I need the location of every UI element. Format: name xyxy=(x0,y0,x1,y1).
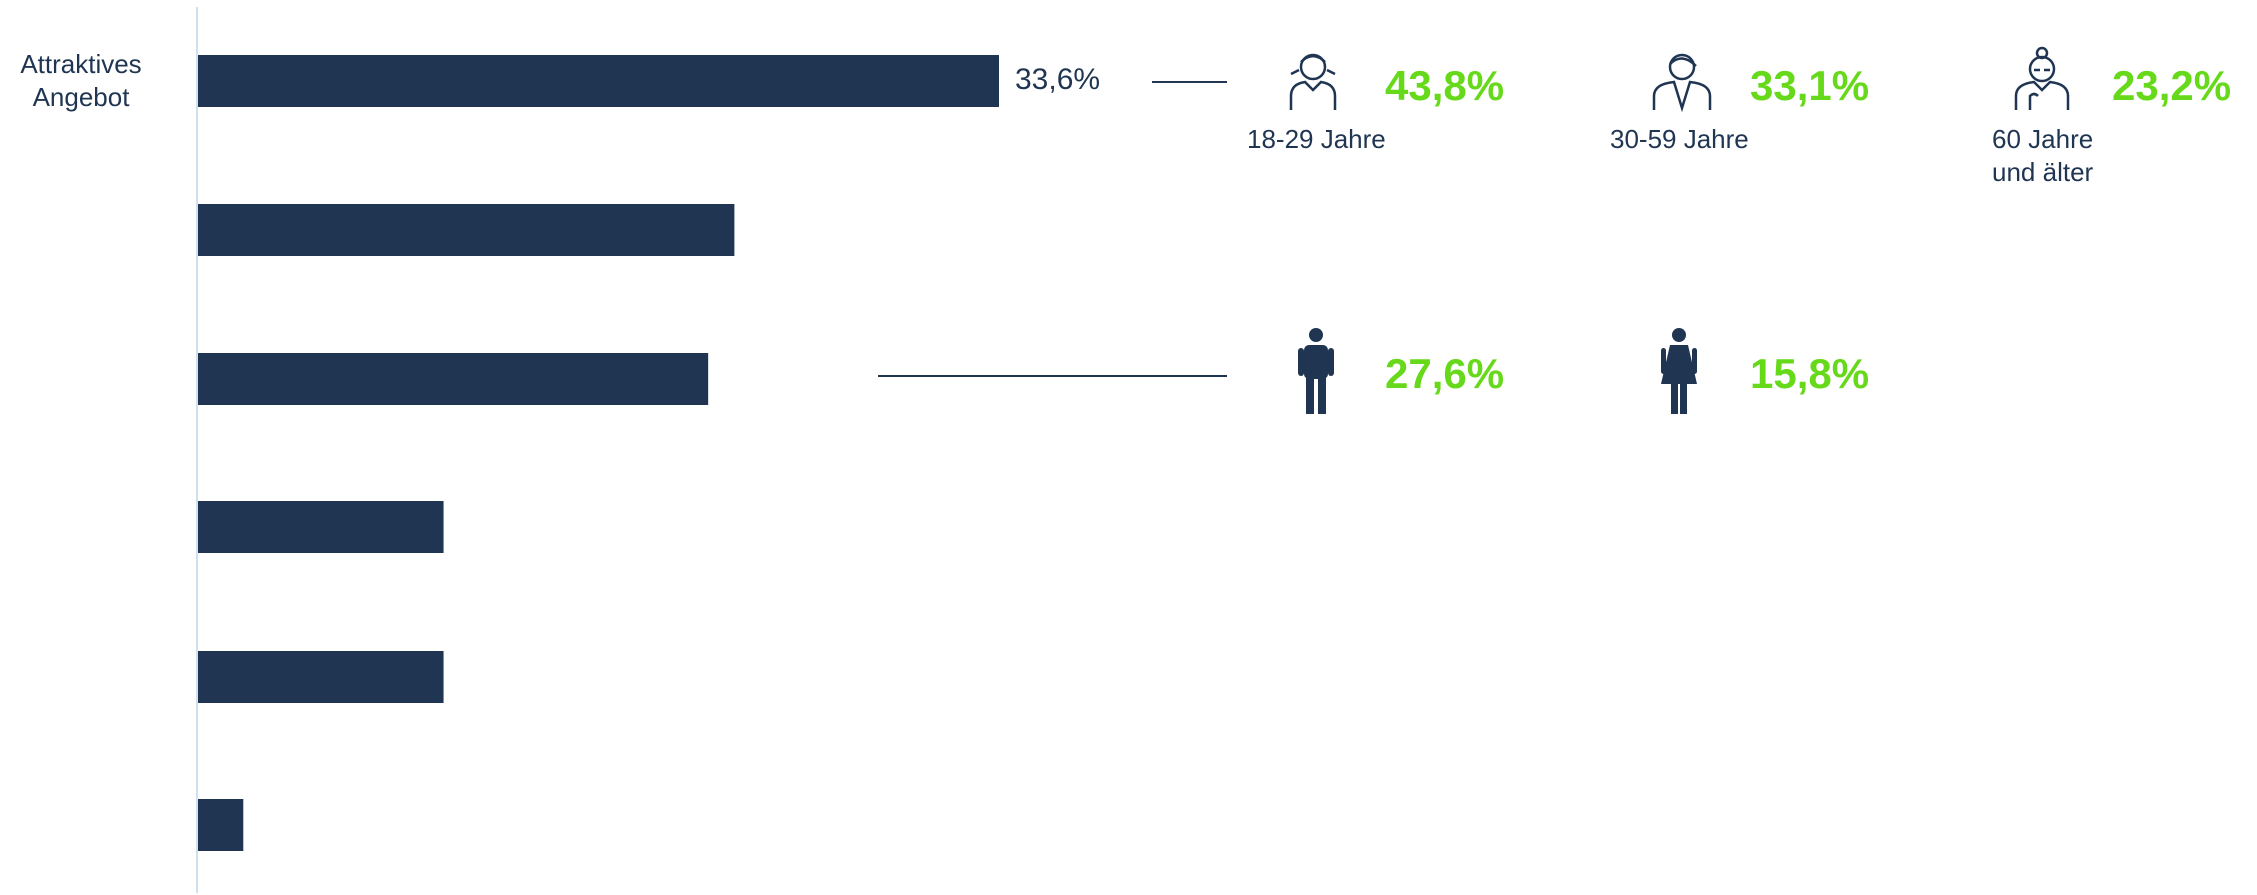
icon-senior xyxy=(2014,46,2070,110)
bar xyxy=(198,353,709,405)
gender-value: 15,8% xyxy=(1750,350,1869,397)
icon-male xyxy=(1298,328,1334,414)
bar xyxy=(198,651,444,703)
age-value: 23,2% xyxy=(2112,62,2231,109)
age-label: 18-29 Jahre xyxy=(1247,124,1386,154)
icon-adult xyxy=(1652,53,1712,113)
age-value: 43,8% xyxy=(1385,62,1504,109)
gender-icons xyxy=(1298,328,1697,414)
age-icons xyxy=(1289,46,2070,113)
value-label: 33,6% xyxy=(1015,63,1100,96)
bar xyxy=(198,501,444,553)
icon-female xyxy=(1661,328,1697,414)
category-label: Attraktives Angebot xyxy=(20,49,142,112)
bar xyxy=(198,55,999,107)
age-label: 60 Jahre und älter xyxy=(1992,124,2094,187)
icon-young xyxy=(1289,53,1337,110)
bar xyxy=(198,204,735,256)
age-value: 33,1% xyxy=(1750,62,1869,109)
gender-value: 27,6% xyxy=(1385,350,1504,397)
bar xyxy=(198,799,244,851)
age-label: 30-59 Jahre xyxy=(1610,124,1749,154)
